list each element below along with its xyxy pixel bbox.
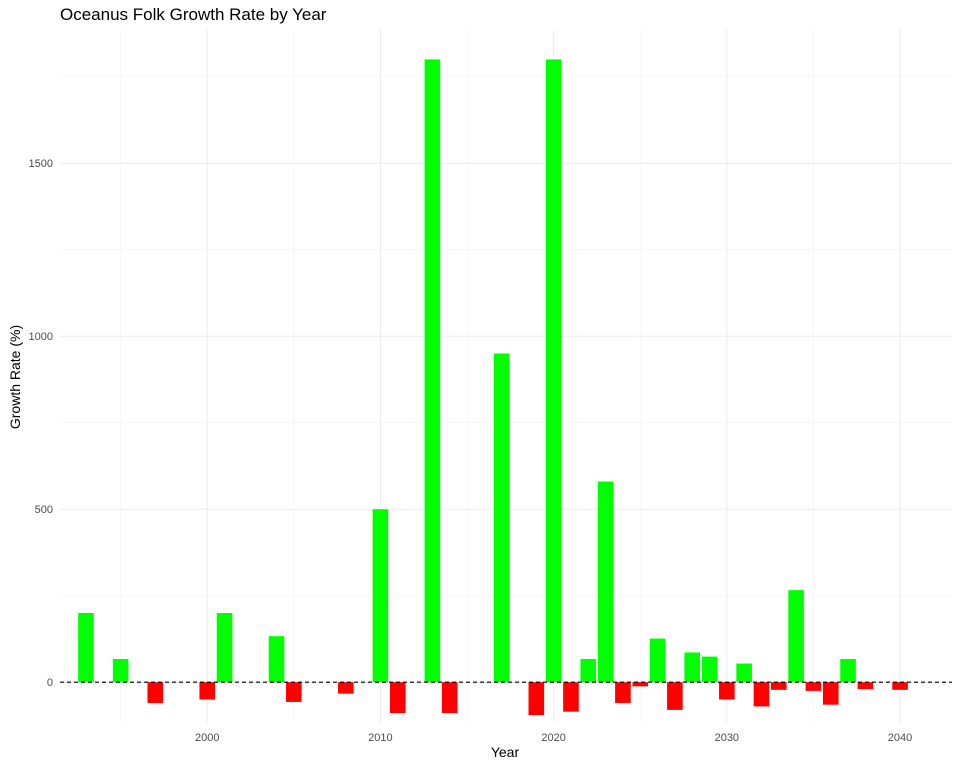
bar-2030 [719, 682, 735, 700]
bar-2004 [268, 636, 285, 683]
bar-2025 [632, 682, 649, 687]
bar-2036 [822, 682, 839, 705]
bar-2017 [493, 353, 510, 683]
bar-2022 [580, 659, 597, 683]
bar-2033 [771, 682, 787, 690]
x-tick-label-2010: 2010 [368, 732, 392, 744]
bar-2040 [892, 682, 908, 690]
x-tick-label-2020: 2020 [541, 732, 565, 744]
y-tick-label-0: 0 [47, 677, 53, 689]
bar-1995 [112, 659, 129, 683]
bar-2032 [753, 682, 770, 707]
bar-1993 [78, 613, 94, 683]
bar-2028 [684, 652, 700, 683]
bar-2026 [649, 638, 666, 683]
bar-2034 [788, 590, 804, 683]
bar-2031 [736, 663, 752, 683]
x-tick-label-2040: 2040 [888, 732, 912, 744]
y-tick-label-1000: 1000 [29, 331, 53, 343]
bar-2013 [424, 59, 441, 683]
axis-tick-labels: 2000 2010 2020 2030 2040 0 500 1000 1500 [29, 158, 913, 744]
x-tick-label-2000: 2000 [195, 732, 219, 744]
bar-2000 [199, 682, 216, 700]
bar-2011 [389, 682, 406, 714]
bar-1997 [147, 682, 164, 703]
bar-2029 [701, 656, 718, 683]
y-tick-label-500: 500 [35, 504, 53, 516]
bar-2010 [372, 509, 389, 683]
y-axis-title: Growth Rate (%) [7, 325, 23, 429]
bar-2008 [337, 682, 354, 694]
x-tick-label-2030: 2030 [715, 732, 739, 744]
bar-2035 [805, 682, 822, 691]
bar-2019 [528, 682, 545, 716]
bar-2023 [597, 481, 614, 683]
bar-2021 [563, 682, 579, 712]
bar-2027 [667, 682, 683, 710]
bars [78, 59, 908, 716]
bar-2014 [441, 682, 458, 714]
bar-2001 [216, 613, 233, 683]
y-tick-label-1500: 1500 [29, 158, 53, 170]
bar-2038 [857, 682, 874, 690]
bar-2037 [840, 659, 856, 683]
bar-2005 [286, 682, 302, 702]
chart-title: Oceanus Folk Growth Rate by Year [60, 5, 327, 24]
x-axis-title: Year [491, 744, 520, 760]
bar-2024 [615, 682, 631, 703]
bar-2020 [545, 59, 562, 683]
